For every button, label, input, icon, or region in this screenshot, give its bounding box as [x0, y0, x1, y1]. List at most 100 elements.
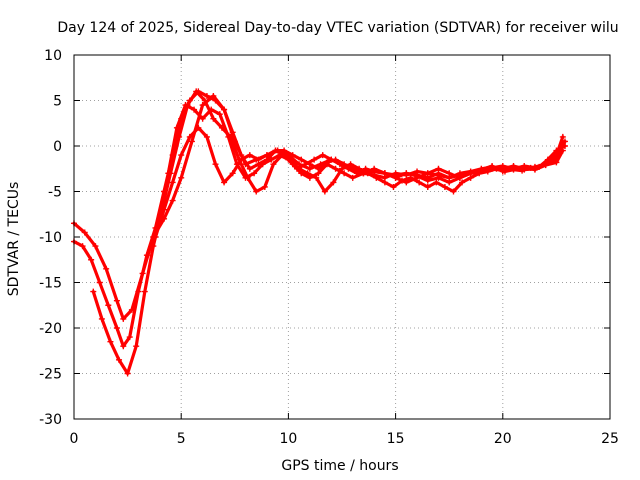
data-point-marker: [561, 138, 568, 145]
data-point-marker: [478, 166, 485, 173]
series-trace-3: [90, 88, 568, 377]
data-point-marker: [225, 133, 232, 140]
data-point-marker: [193, 88, 200, 95]
data-point-marker: [330, 179, 337, 186]
series-group: [71, 88, 568, 377]
data-point-marker: [253, 188, 260, 195]
x-tick-label: 20: [494, 431, 512, 447]
x-tick-label: 0: [70, 431, 79, 447]
data-point-marker: [221, 179, 228, 186]
data-point-marker: [178, 174, 185, 181]
data-point-marker: [332, 165, 339, 172]
data-point-marker: [246, 152, 253, 159]
data-point-marker: [113, 297, 120, 304]
data-point-marker: [79, 243, 86, 250]
data-point-marker: [424, 183, 431, 190]
data-point-marker: [414, 168, 421, 175]
data-point-marker: [141, 288, 148, 295]
data-point-marker: [403, 172, 410, 179]
data-point-marker: [306, 174, 313, 181]
data-point-marker: [459, 179, 466, 186]
series-trace-2: [71, 88, 566, 350]
data-point-marker: [90, 288, 97, 295]
data-point-marker: [414, 174, 421, 181]
data-point-marker: [341, 170, 348, 177]
data-point-marker: [116, 356, 123, 363]
data-point-marker: [298, 170, 305, 177]
data-point-marker: [435, 165, 442, 172]
data-point-marker: [489, 163, 496, 170]
data-point-marker: [433, 179, 440, 186]
data-point-marker: [345, 165, 352, 172]
data-point-marker: [276, 152, 283, 159]
data-point-marker: [424, 170, 431, 177]
data-point-marker: [321, 188, 328, 195]
data-point-marker: [311, 156, 318, 163]
data-point-marker: [233, 161, 240, 168]
data-point-marker: [135, 288, 142, 295]
series-line: [72, 89, 565, 348]
y-tick-label: 5: [53, 94, 62, 110]
data-point-marker: [319, 152, 326, 159]
data-point-marker: [392, 174, 399, 181]
data-point-marker: [246, 165, 253, 172]
data-point-marker: [201, 97, 208, 104]
data-point-marker: [510, 165, 517, 172]
data-point-marker: [354, 170, 361, 177]
data-point-marker: [98, 315, 105, 322]
data-point-marker: [424, 177, 431, 184]
data-point-marker: [221, 106, 228, 113]
data-point-marker: [173, 124, 180, 131]
data-point-marker: [212, 161, 219, 168]
y-tick-label: -5: [48, 185, 62, 201]
x-axis-label: GPS time / hours: [281, 458, 398, 474]
data-point-marker: [390, 183, 397, 190]
y-tick-label: -10: [39, 230, 62, 246]
data-point-marker: [169, 197, 176, 204]
data-point-marker: [113, 325, 120, 331]
data-point-marker: [298, 156, 305, 163]
data-point-marker: [553, 147, 560, 154]
data-point-marker: [255, 156, 262, 163]
data-point-marker: [143, 252, 150, 259]
series-line: [153, 126, 567, 239]
data-point-marker: [178, 152, 185, 159]
data-point-marker: [195, 124, 202, 131]
data-point-marker: [186, 133, 193, 140]
data-point-marker: [293, 165, 300, 172]
data-point-marker: [124, 370, 131, 377]
series-line: [91, 89, 567, 376]
data-point-marker: [188, 138, 195, 145]
y-tick-label: 10: [44, 48, 62, 64]
data-point-marker: [238, 156, 245, 163]
data-point-marker: [182, 102, 189, 109]
series-trace-4: [152, 124, 568, 240]
x-tick-label: 5: [177, 431, 186, 447]
y-tick-label: -20: [39, 321, 62, 337]
data-point-marker: [229, 170, 236, 177]
data-point-marker: [435, 172, 442, 179]
data-point-marker: [289, 152, 296, 159]
data-point-marker: [176, 133, 183, 140]
data-point-marker: [261, 183, 268, 190]
data-point-marker: [521, 164, 528, 171]
data-point-marker: [285, 156, 292, 163]
data-point-marker: [88, 256, 95, 263]
data-point-marker: [212, 97, 219, 104]
data-point-marker: [133, 343, 140, 350]
series-trace-5: [165, 102, 566, 186]
data-point-marker: [81, 229, 88, 236]
data-point-marker: [161, 206, 168, 213]
data-point-marker: [499, 163, 506, 170]
data-point-marker: [203, 133, 210, 140]
data-point-marker: [210, 115, 217, 122]
data-point-marker: [199, 102, 206, 109]
data-point-marker: [169, 179, 176, 186]
data-point-marker: [191, 106, 198, 113]
y-axis-label: SDTVAR / TECUs: [6, 182, 22, 297]
data-point-marker: [150, 243, 157, 250]
data-point-marker: [259, 161, 266, 168]
data-point-marker: [349, 174, 356, 181]
data-point-marker: [272, 147, 279, 154]
